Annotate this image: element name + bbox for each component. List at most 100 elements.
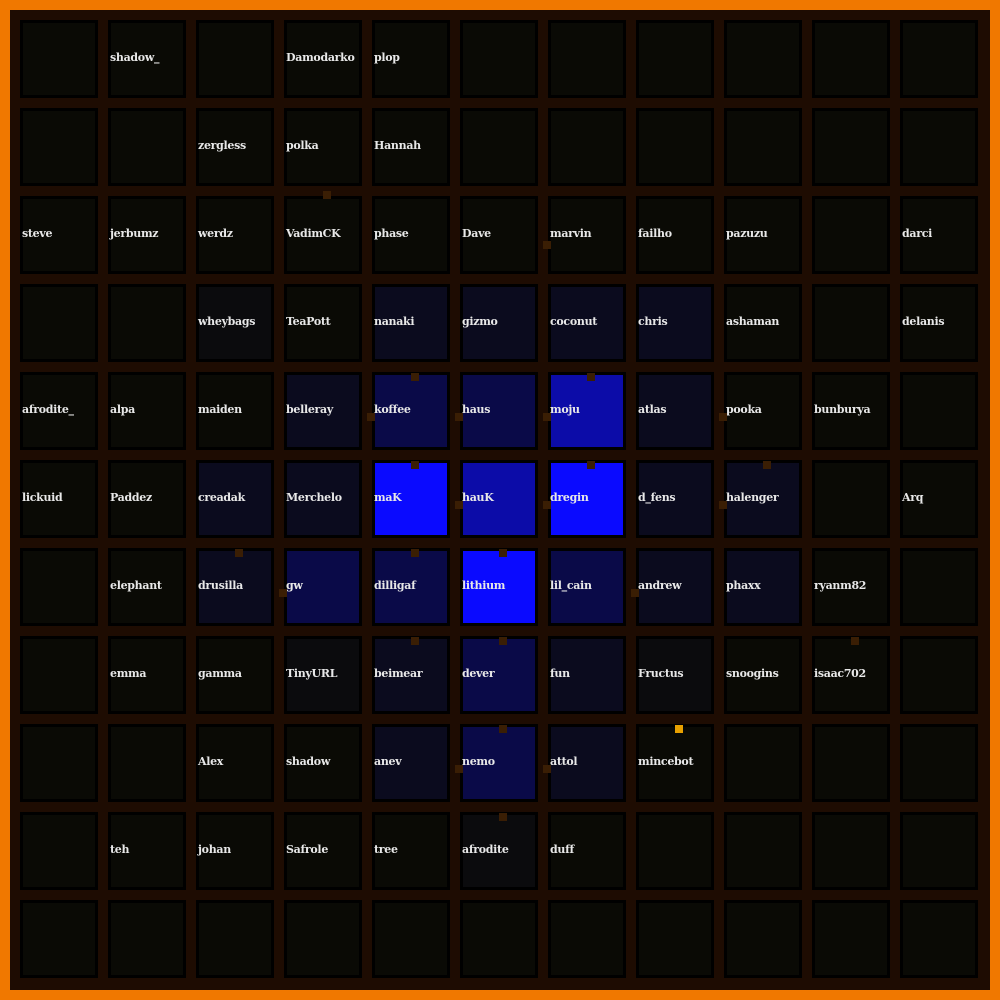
empty-cell[interactable] — [900, 900, 978, 978]
player-cell-dever[interactable]: dever — [460, 636, 538, 714]
empty-cell[interactable] — [900, 724, 978, 802]
player-cell-lickuid[interactable]: lickuid — [20, 460, 98, 538]
empty-cell[interactable] — [636, 812, 714, 890]
player-cell-afrodite[interactable]: afrodite — [460, 812, 538, 890]
empty-cell[interactable] — [372, 900, 450, 978]
player-cell-maiden[interactable]: maiden — [196, 372, 274, 450]
empty-cell[interactable] — [20, 636, 98, 714]
empty-cell[interactable] — [196, 900, 274, 978]
empty-cell[interactable] — [812, 900, 890, 978]
player-cell-pazuzu[interactable]: pazuzu — [724, 196, 802, 274]
player-cell-koffee[interactable]: koffee — [372, 372, 450, 450]
player-cell-duff[interactable]: duff — [548, 812, 626, 890]
empty-cell[interactable] — [20, 20, 98, 98]
player-cell-Fructus[interactable]: Fructus — [636, 636, 714, 714]
player-cell-bunburya[interactable]: bunburya — [812, 372, 890, 450]
player-cell-emma[interactable]: emma — [108, 636, 186, 714]
player-cell-phase[interactable]: phase — [372, 196, 450, 274]
player-cell-TinyURL[interactable]: TinyURL — [284, 636, 362, 714]
empty-cell[interactable] — [196, 20, 274, 98]
player-cell-Safrole[interactable]: Safrole — [284, 812, 362, 890]
player-cell-steve[interactable]: steve — [20, 196, 98, 274]
player-cell-shadow[interactable]: shadow — [284, 724, 362, 802]
empty-cell[interactable] — [900, 20, 978, 98]
player-cell-wheybags[interactable]: wheybags — [196, 284, 274, 362]
player-cell-TeaPott[interactable]: TeaPott — [284, 284, 362, 362]
empty-cell[interactable] — [108, 108, 186, 186]
player-cell-moju[interactable]: moju — [548, 372, 626, 450]
player-cell-drusilla[interactable]: drusilla — [196, 548, 274, 626]
player-cell-creadak[interactable]: creadak — [196, 460, 274, 538]
player-cell-Damodarko[interactable]: Damodarko — [284, 20, 362, 98]
player-cell-andrew[interactable]: andrew — [636, 548, 714, 626]
empty-cell[interactable] — [548, 108, 626, 186]
empty-cell[interactable] — [900, 548, 978, 626]
player-cell-marvin[interactable]: marvin — [548, 196, 626, 274]
player-cell-Paddez[interactable]: Paddez — [108, 460, 186, 538]
empty-cell[interactable] — [724, 724, 802, 802]
empty-cell[interactable] — [460, 900, 538, 978]
player-cell-attol[interactable]: attol — [548, 724, 626, 802]
player-cell-haus[interactable]: haus — [460, 372, 538, 450]
player-cell-fun[interactable]: fun — [548, 636, 626, 714]
empty-cell[interactable] — [812, 284, 890, 362]
player-cell-dilligaf[interactable]: dilligaf — [372, 548, 450, 626]
player-cell-Merchelo[interactable]: Merchelo — [284, 460, 362, 538]
player-cell-anev[interactable]: anev — [372, 724, 450, 802]
player-cell-Alex[interactable]: Alex — [196, 724, 274, 802]
empty-cell[interactable] — [812, 812, 890, 890]
empty-cell[interactable] — [636, 108, 714, 186]
player-cell-jerbumz[interactable]: jerbumz — [108, 196, 186, 274]
player-cell-delanis[interactable]: delanis — [900, 284, 978, 362]
player-cell-phaxx[interactable]: phaxx — [724, 548, 802, 626]
player-cell-plop[interactable]: plop — [372, 20, 450, 98]
empty-cell[interactable] — [724, 812, 802, 890]
empty-cell[interactable] — [108, 284, 186, 362]
player-cell-pooka[interactable]: pooka — [724, 372, 802, 450]
empty-cell[interactable] — [812, 20, 890, 98]
player-cell-dregin[interactable]: dregin — [548, 460, 626, 538]
player-cell-werdz[interactable]: werdz — [196, 196, 274, 274]
player-cell-isaac702[interactable]: isaac702 — [812, 636, 890, 714]
empty-cell[interactable] — [108, 724, 186, 802]
empty-cell[interactable] — [284, 900, 362, 978]
player-cell-hauK[interactable]: hauK — [460, 460, 538, 538]
empty-cell[interactable] — [724, 108, 802, 186]
player-cell-gamma[interactable]: gamma — [196, 636, 274, 714]
empty-cell[interactable] — [20, 284, 98, 362]
player-cell-Arq[interactable]: Arq — [900, 460, 978, 538]
player-cell-darci[interactable]: darci — [900, 196, 978, 274]
player-cell-zergless[interactable]: zergless — [196, 108, 274, 186]
empty-cell[interactable] — [900, 812, 978, 890]
player-cell-Dave[interactable]: Dave — [460, 196, 538, 274]
empty-cell[interactable] — [460, 20, 538, 98]
empty-cell[interactable] — [20, 724, 98, 802]
empty-cell[interactable] — [812, 108, 890, 186]
player-cell-gizmo[interactable]: gizmo — [460, 284, 538, 362]
empty-cell[interactable] — [548, 900, 626, 978]
player-cell-atlas[interactable]: atlas — [636, 372, 714, 450]
player-cell-lil_cain[interactable]: lil_cain — [548, 548, 626, 626]
player-cell-failho[interactable]: failho — [636, 196, 714, 274]
player-cell-afrodite_[interactable]: afrodite_ — [20, 372, 98, 450]
empty-cell[interactable] — [20, 812, 98, 890]
player-cell-beimear[interactable]: beimear — [372, 636, 450, 714]
empty-cell[interactable] — [636, 900, 714, 978]
empty-cell[interactable] — [108, 900, 186, 978]
player-cell-maK[interactable]: maK — [372, 460, 450, 538]
empty-cell[interactable] — [724, 900, 802, 978]
empty-cell[interactable] — [20, 900, 98, 978]
player-cell-lithium[interactable]: lithium — [460, 548, 538, 626]
player-cell-nanaki[interactable]: nanaki — [372, 284, 450, 362]
empty-cell[interactable] — [20, 108, 98, 186]
player-cell-snoogins[interactable]: snoogins — [724, 636, 802, 714]
empty-cell[interactable] — [812, 724, 890, 802]
player-cell-polka[interactable]: polka — [284, 108, 362, 186]
empty-cell[interactable] — [812, 196, 890, 274]
player-cell-tree[interactable]: tree — [372, 812, 450, 890]
empty-cell[interactable] — [20, 548, 98, 626]
empty-cell[interactable] — [460, 108, 538, 186]
empty-cell[interactable] — [900, 108, 978, 186]
player-cell-d_fens[interactable]: d_fens — [636, 460, 714, 538]
empty-cell[interactable] — [636, 20, 714, 98]
